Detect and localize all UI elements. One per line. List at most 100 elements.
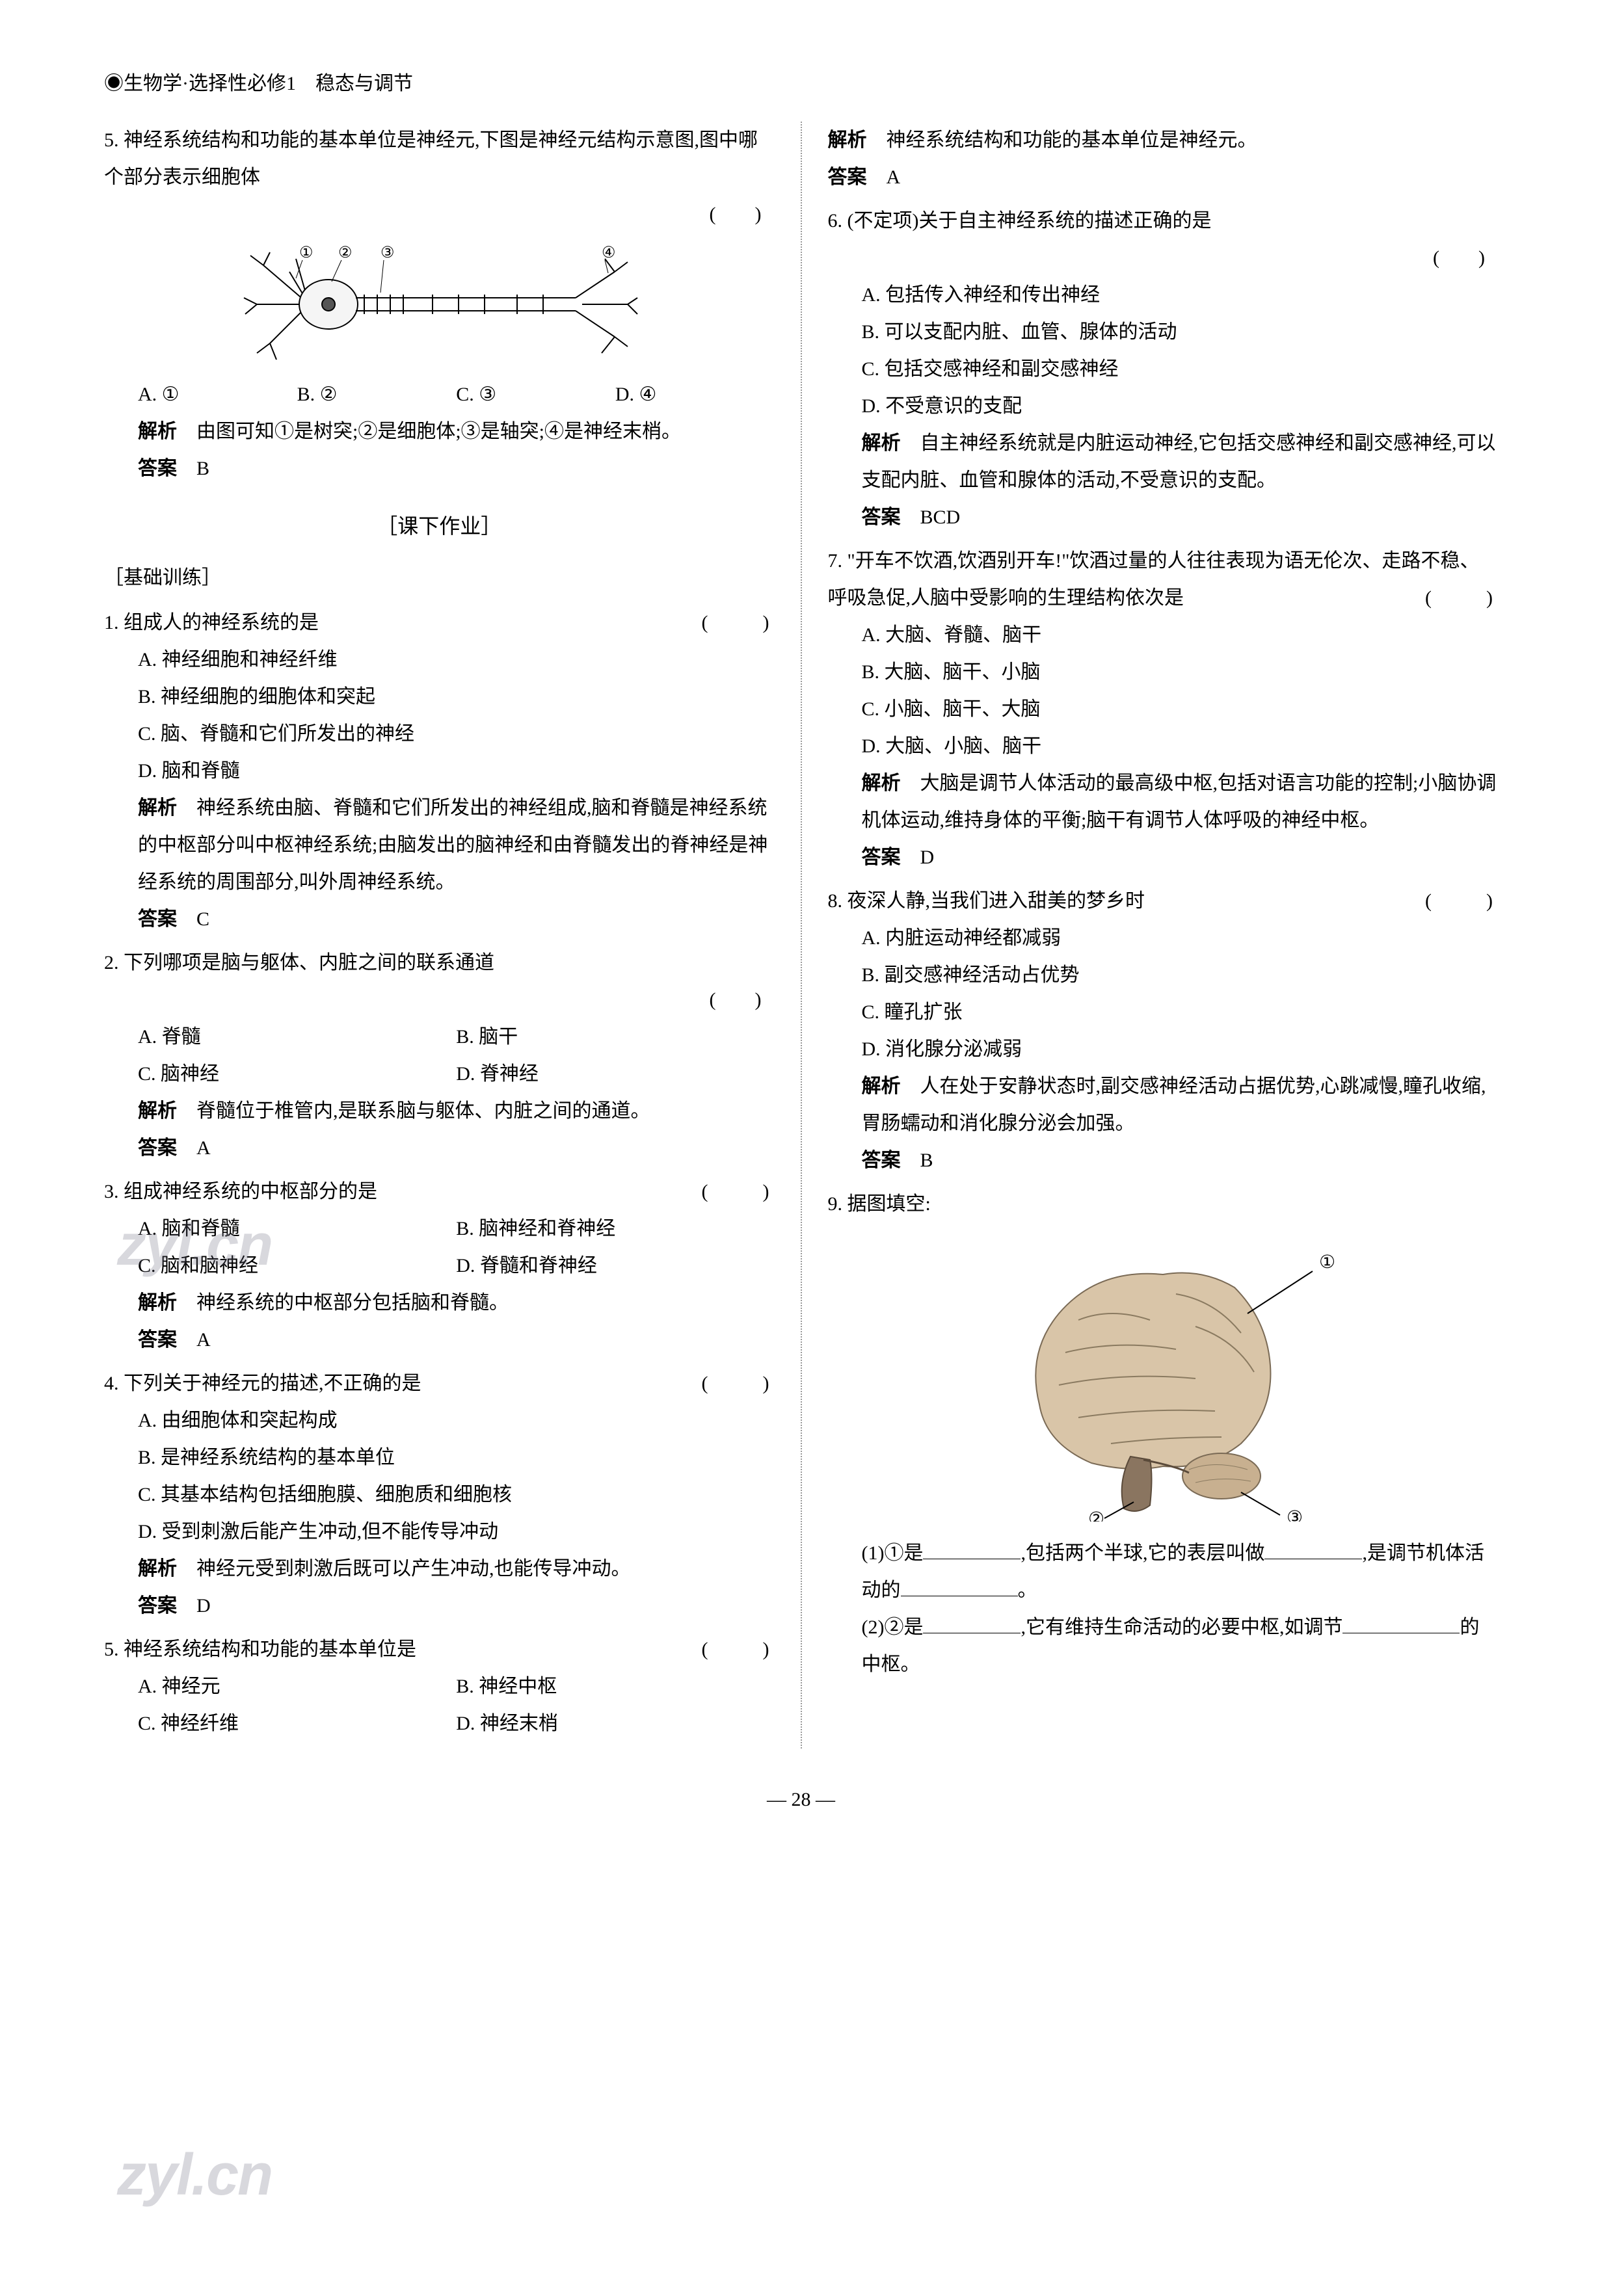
q2-paren: ( ) xyxy=(104,981,775,1018)
opt-a: A. 神经元 xyxy=(138,1668,456,1705)
opt-d: D. ④ xyxy=(615,376,775,413)
q5cont-answer: 答案 A xyxy=(828,159,1499,196)
q3-text: 3. 组成神经系统的中枢部分的是( ) xyxy=(104,1173,775,1210)
q5-cont: 解析 神经系统结构和功能的基本单位是神经元。 答案 A xyxy=(828,122,1499,196)
q8-analysis: 解析 人在处于安静状态时,副交感神经活动占据优势,心跳减慢,瞳孔收缩,胃肠蠕动和… xyxy=(828,1068,1499,1142)
q5top-options: A. ① B. ② C. ③ D. ④ xyxy=(104,376,775,413)
blank[interactable] xyxy=(923,1536,1021,1559)
opt-d: D. 脑和脊髓 xyxy=(138,752,775,789)
watermark: zyl.cn xyxy=(117,2120,272,2231)
q9-sub2: (2)②是,它有维持生命活动的必要中枢,如调节的中枢。 xyxy=(828,1609,1499,1683)
q4-text: 4. 下列关于神经元的描述,不正确的是( ) xyxy=(104,1365,775,1402)
q9-text: 9. 据图填空: xyxy=(828,1185,1499,1222)
opt-a: A. 脊髓 xyxy=(138,1018,456,1055)
q4: 4. 下列关于神经元的描述,不正确的是( ) A. 由细胞体和突起构成 B. 是… xyxy=(104,1365,775,1624)
opt-b: B. 脑神经和脊神经 xyxy=(456,1210,774,1247)
q5top-text: 5. 神经系统结构和功能的基本单位是神经元,下图是神经元结构示意图,图中哪个部分… xyxy=(104,122,775,196)
opt-b: B. 神经中枢 xyxy=(456,1668,774,1705)
opt-c: C. 小脑、脑干、大脑 xyxy=(862,691,1499,728)
opt-c: C. 脑和脑神经 xyxy=(138,1247,456,1284)
sub-title: ［基础训练］ xyxy=(104,559,775,596)
q1: 1. 组成人的神经系统的是( ) A. 神经细胞和神经纤维 B. 神经细胞的细胞… xyxy=(104,604,775,938)
q9: 9. 据图填空: ① ② ③ (1)①是,包括两个半球, xyxy=(828,1185,1499,1683)
opt-a: A. ① xyxy=(138,376,297,413)
q2-options: A. 脊髓B. 脑干 C. 脑神经D. 脊神经 xyxy=(104,1018,775,1092)
opt-b: B. 副交感神经活动占优势 xyxy=(862,957,1499,994)
blank[interactable] xyxy=(901,1573,1018,1596)
opt-d: D. 脊神经 xyxy=(456,1055,774,1092)
q1-text: 1. 组成人的神经系统的是( ) xyxy=(104,604,775,641)
q5top-paren: ( ) xyxy=(104,196,775,233)
q2-text: 2. 下列哪项是脑与躯体、内脏之间的联系通道 xyxy=(104,944,775,981)
brain-label-1: ① xyxy=(1319,1252,1335,1273)
opt-d: D. 消化腺分泌减弱 xyxy=(862,1031,1499,1068)
q5-top: 5. 神经系统结构和功能的基本单位是神经元,下图是神经元结构示意图,图中哪个部分… xyxy=(104,122,775,487)
opt-c: C. 脑神经 xyxy=(138,1055,456,1092)
q5: 5. 神经系统结构和功能的基本单位是( ) A. 神经元B. 神经中枢 C. 神… xyxy=(104,1631,775,1742)
q4-options: A. 由细胞体和突起构成 B. 是神经系统结构的基本单位 C. 其基本结构包括细… xyxy=(104,1402,775,1550)
q6-options: A. 包括传入神经和传出神经 B. 可以支配内脏、血管、腺体的活动 C. 包括交… xyxy=(828,276,1499,425)
q5top-answer: 答案 B xyxy=(104,450,775,487)
opt-c: C. 包括交感神经和副交感神经 xyxy=(862,350,1499,388)
neuron-label-1: ① xyxy=(299,246,314,261)
q5-options: A. 神经元B. 神经中枢 C. 神经纤维D. 神经末梢 xyxy=(104,1668,775,1742)
q7-text: 7. "开车不饮酒,饮酒别开车!"饮酒过量的人往往表现为语无伦次、走路不稳、呼吸… xyxy=(828,542,1499,616)
q5cont-analysis: 解析 神经系统结构和功能的基本单位是神经元。 xyxy=(828,122,1499,159)
opt-b: B. 神经细胞的细胞体和突起 xyxy=(138,678,775,715)
right-column: 解析 神经系统结构和功能的基本单位是神经元。 答案 A 6. (不定项)关于自主… xyxy=(828,122,1499,1748)
opt-d: D. 神经末梢 xyxy=(456,1705,774,1742)
opt-c: C. ③ xyxy=(456,376,615,413)
opt-c: C. 神经纤维 xyxy=(138,1705,456,1742)
q7: 7. "开车不饮酒,饮酒别开车!"饮酒过量的人往往表现为语无伦次、走路不稳、呼吸… xyxy=(828,542,1499,876)
q4-analysis: 解析 神经元受到刺激后既可以产生冲动,也能传导冲动。 xyxy=(104,1550,775,1587)
q7-options: A. 大脑、脊髓、脑干 B. 大脑、脑干、小脑 C. 小脑、脑干、大脑 D. 大… xyxy=(828,616,1499,765)
opt-c: C. 其基本结构包括细胞膜、细胞质和细胞核 xyxy=(138,1476,775,1513)
q3: 3. 组成神经系统的中枢部分的是( ) A. 脑和脊髓B. 脑神经和脊神经 C.… xyxy=(104,1173,775,1358)
brain-label-3: ③ xyxy=(1287,1508,1303,1522)
q8-options: A. 内脏运动神经都减弱 B. 副交感神经活动占优势 C. 瞳孔扩张 D. 消化… xyxy=(828,919,1499,1068)
q3-options: A. 脑和脊髓B. 脑神经和脊神经 C. 脑和脑神经D. 脊髓和脊神经 xyxy=(104,1210,775,1284)
neuron-label-3: ③ xyxy=(380,246,395,261)
q6-analysis: 解析 自主神经系统就是内脏运动神经,它包括交感神经和副交感神经,可以支配内脏、血… xyxy=(828,425,1499,499)
main-columns: 5. 神经系统结构和功能的基本单位是神经元,下图是神经元结构示意图,图中哪个部分… xyxy=(104,122,1498,1748)
opt-b: B. 脑干 xyxy=(456,1018,774,1055)
page-number: — 28 — xyxy=(104,1781,1498,1818)
q2: 2. 下列哪项是脑与躯体、内脏之间的联系通道 ( ) A. 脊髓B. 脑干 C.… xyxy=(104,944,775,1167)
q6-answer: 答案 BCD xyxy=(828,499,1499,536)
q7-answer: 答案 D xyxy=(828,839,1499,876)
q1-answer: 答案 C xyxy=(104,901,775,938)
q6: 6. (不定项)关于自主神经系统的描述正确的是 ( ) A. 包括传入神经和传出… xyxy=(828,202,1499,536)
q9-sub1: (1)①是,包括两个半球,它的表层叫做,是调节机体活动的。 xyxy=(828,1535,1499,1609)
q3-analysis: 解析 神经系统的中枢部分包括脑和脊髓。 xyxy=(104,1284,775,1321)
q5-text: 5. 神经系统结构和功能的基本单位是( ) xyxy=(104,1631,775,1668)
q6-paren: ( ) xyxy=(828,239,1499,276)
section-title: ［课下作业］ xyxy=(104,507,775,546)
neuron-diagram: ① ② ③ ④ xyxy=(237,246,641,363)
brain-diagram: ① ② ③ xyxy=(981,1235,1345,1522)
opt-d: D. 受到刺激后能产生冲动,但不能传导冲动 xyxy=(138,1513,775,1550)
q8-text: 8. 夜深人静,当我们进入甜美的梦乡时( ) xyxy=(828,882,1499,919)
q3-answer: 答案 A xyxy=(104,1321,775,1358)
opt-a: A. 神经细胞和神经纤维 xyxy=(138,641,775,678)
opt-d: D. 大脑、小脑、脑干 xyxy=(862,728,1499,765)
opt-b: B. 大脑、脑干、小脑 xyxy=(862,653,1499,691)
opt-d: D. 不受意识的支配 xyxy=(862,388,1499,425)
opt-a: A. 大脑、脊髓、脑干 xyxy=(862,616,1499,653)
neuron-label-4: ④ xyxy=(602,246,616,261)
q2-analysis: 解析 脊髓位于椎管内,是联系脑与躯体、内脏之间的通道。 xyxy=(104,1092,775,1129)
q8: 8. 夜深人静,当我们进入甜美的梦乡时( ) A. 内脏运动神经都减弱 B. 副… xyxy=(828,882,1499,1179)
opt-d: D. 脊髓和脊神经 xyxy=(456,1247,774,1284)
q8-answer: 答案 B xyxy=(828,1142,1499,1179)
q1-options: A. 神经细胞和神经纤维 B. 神经细胞的细胞体和突起 C. 脑、脊髓和它们所发… xyxy=(104,641,775,789)
opt-a: A. 包括传入神经和传出神经 xyxy=(862,276,1499,313)
column-divider xyxy=(801,122,802,1748)
q2-answer: 答案 A xyxy=(104,1129,775,1167)
opt-c: C. 瞳孔扩张 xyxy=(862,994,1499,1031)
blank[interactable] xyxy=(1264,1536,1362,1559)
blank[interactable] xyxy=(923,1610,1021,1633)
opt-b: B. ② xyxy=(297,376,457,413)
blank[interactable] xyxy=(1342,1610,1460,1633)
opt-b: B. 可以支配内脏、血管、腺体的活动 xyxy=(862,313,1499,350)
q1-analysis: 解析 神经系统由脑、脊髓和它们所发出的神经组成,脑和脊髓是神经系统的中枢部分叫中… xyxy=(104,789,775,901)
q4-answer: 答案 D xyxy=(104,1587,775,1624)
